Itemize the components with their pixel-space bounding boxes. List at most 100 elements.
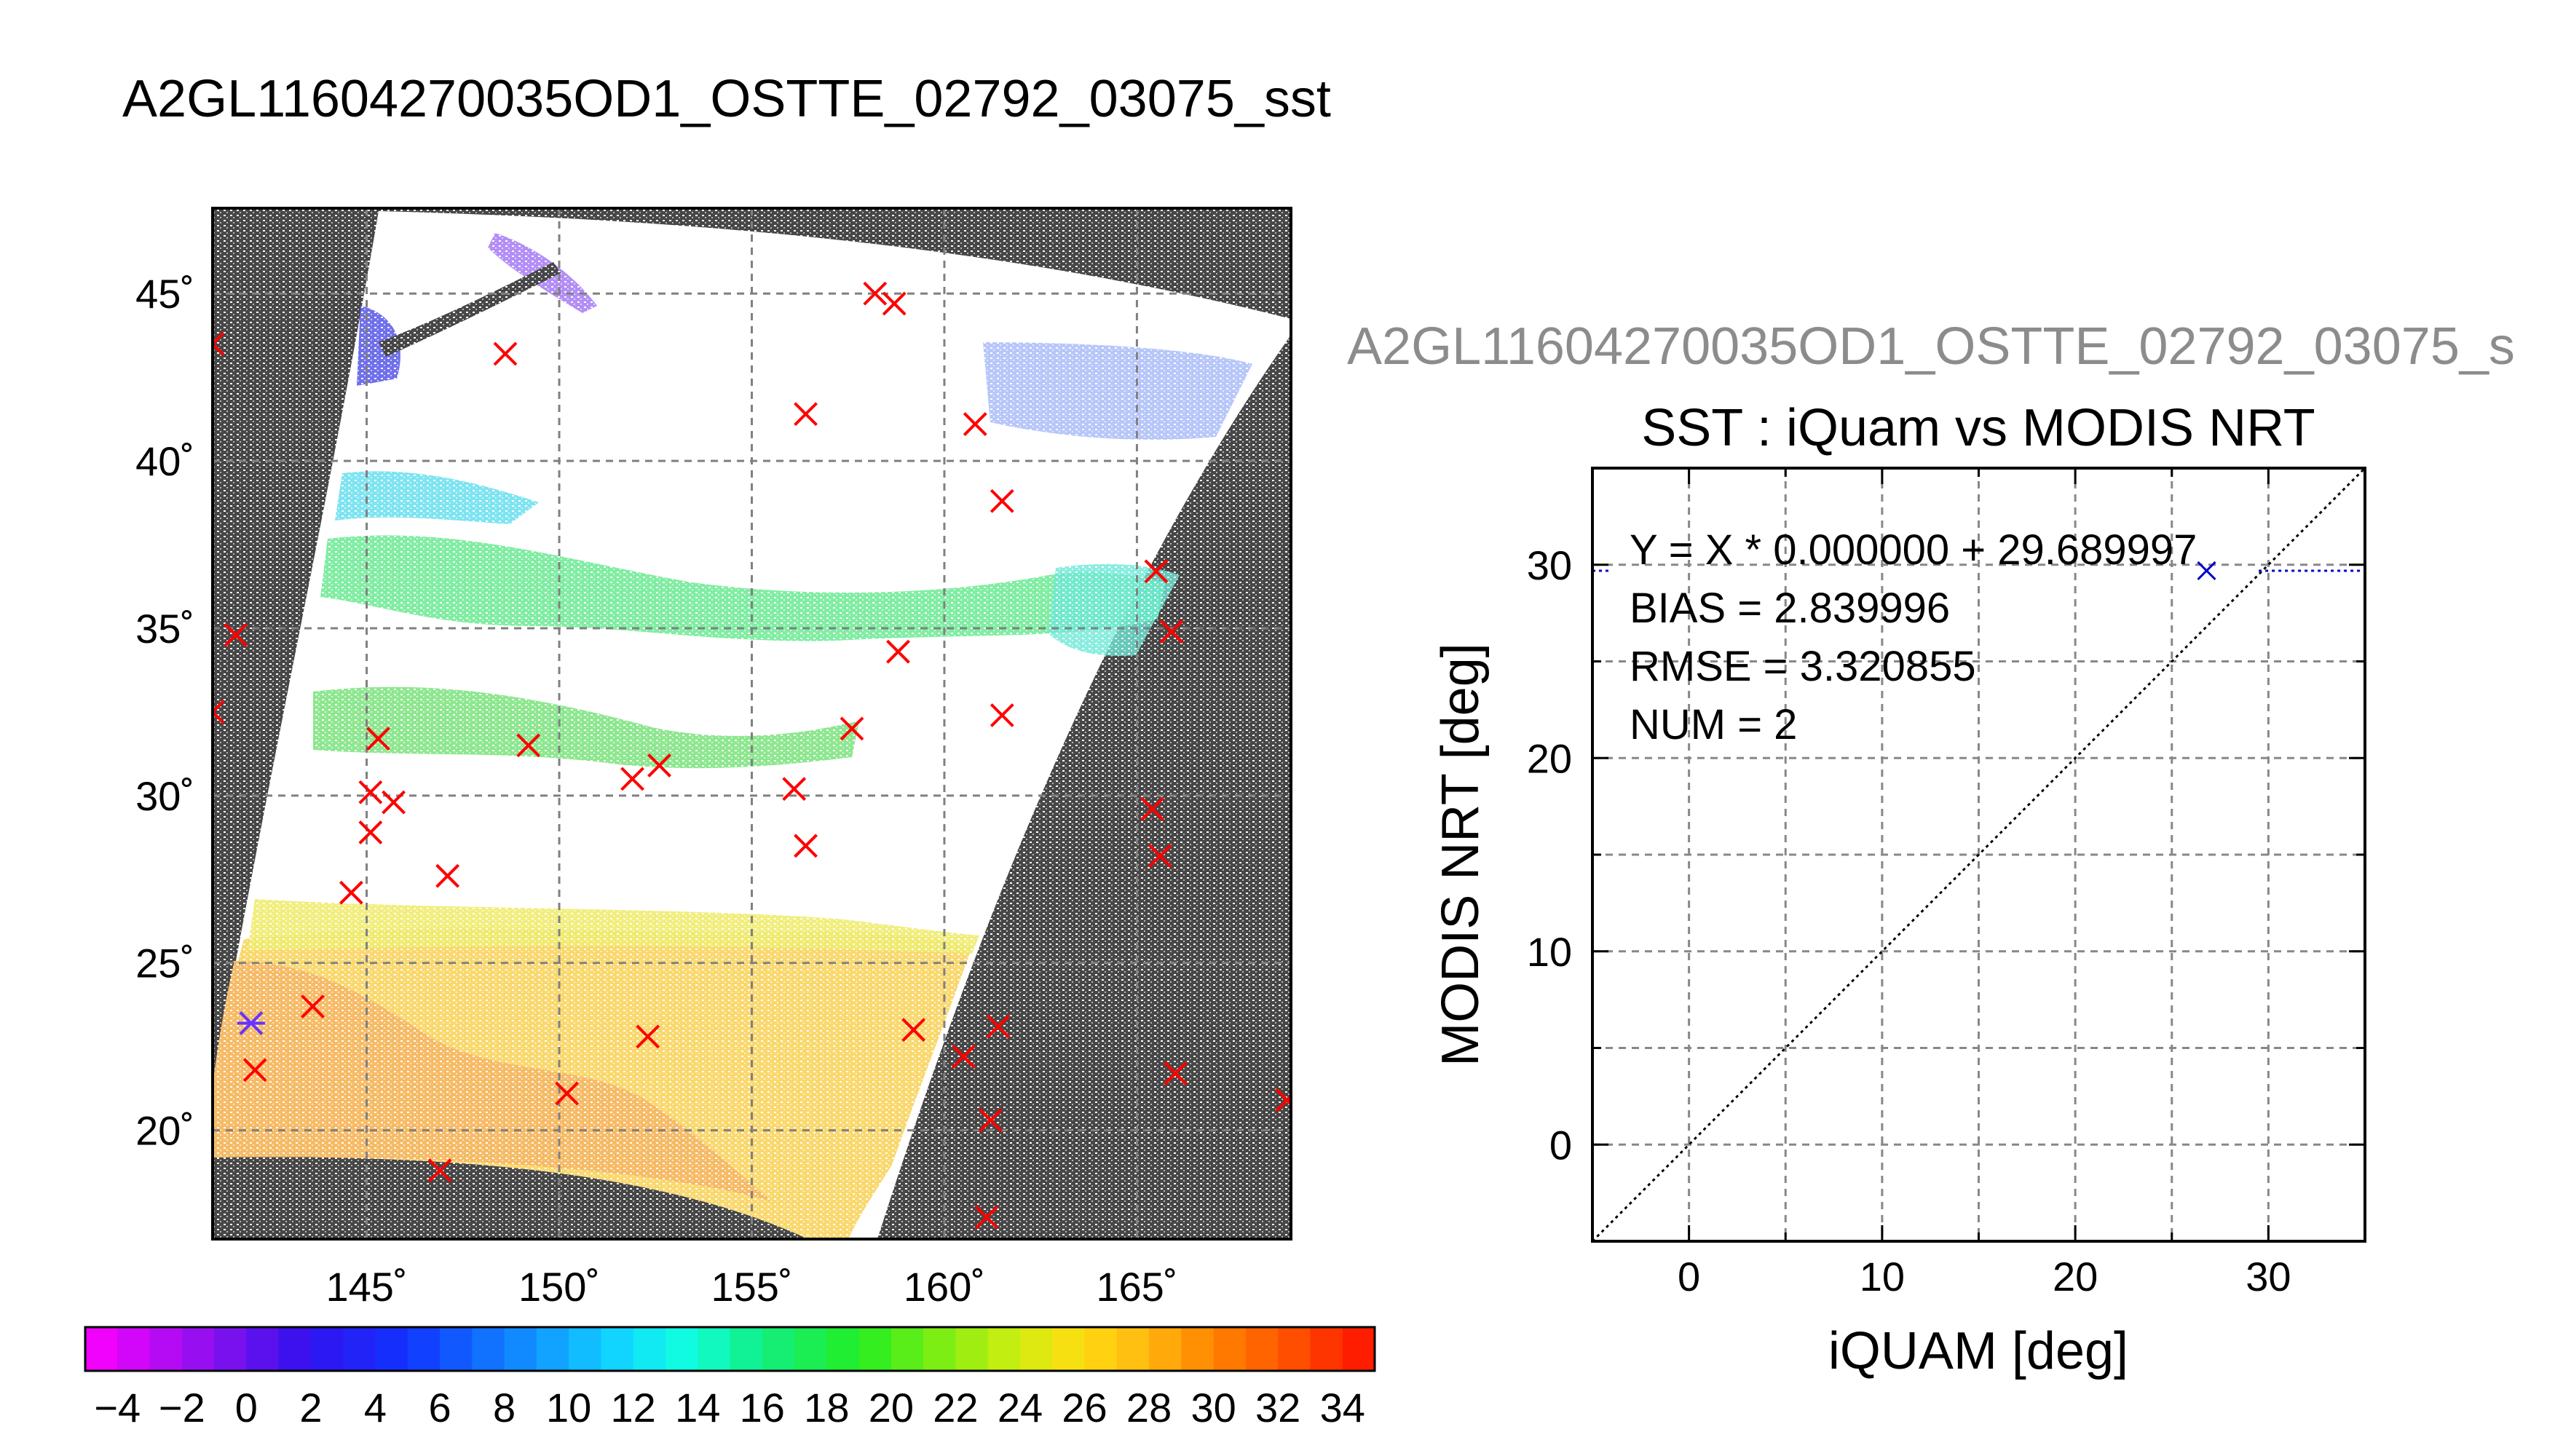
colorbar-cell	[698, 1327, 731, 1371]
iquam-marker	[886, 639, 910, 664]
stats-bias: BIAS = 2.839996	[1630, 585, 1950, 632]
colorbar-tick-labels: −4 −2 0 2 4 6 8 10 12 14 16 18 20 22 24 26 28 30 32 34	[94, 1385, 1365, 1431]
iquam-marker	[435, 863, 460, 888]
colorbar-cell	[1342, 1327, 1375, 1371]
iquam-marker	[620, 767, 644, 791]
colorbar-tick-label: −2	[159, 1385, 205, 1431]
colorbar-cell	[1149, 1327, 1182, 1371]
map-lon-labels: 145˚ 150˚ 155˚ 160˚ 165˚	[326, 1264, 1178, 1310]
iquam-marker	[1140, 796, 1164, 821]
colorbar-tick-label: 2	[299, 1385, 322, 1431]
colorbar-tick-label: 0	[235, 1385, 258, 1431]
iquam-marker	[339, 880, 363, 905]
matchup-marker	[237, 1011, 265, 1035]
scatter-point	[2197, 561, 2216, 581]
iquam-marker	[213, 700, 225, 724]
stats-rmse: RMSE = 3.320855	[1630, 643, 1976, 690]
iquam-marker	[382, 790, 406, 815]
colorbar-tick-label: 26	[1062, 1385, 1107, 1431]
scatter-clipped-title: A2GL11604270035OD1_OSTTE_02792_03075_s	[1347, 317, 2515, 376]
colorbar-cell	[826, 1327, 860, 1371]
map-lon-tick-label: 155˚	[711, 1264, 792, 1310]
figure-title: A2GL11604270035OD1_OSTTE_02792_03075_sst	[122, 70, 1331, 128]
map-frame	[211, 207, 1292, 1241]
colorbar-cell	[407, 1327, 441, 1371]
identity-line	[1592, 468, 2365, 1241]
colorbar-tick-label: 12	[611, 1385, 656, 1431]
colorbar-tick-label: 24	[998, 1385, 1043, 1431]
colorbar-cell	[343, 1327, 376, 1371]
iquam-marker	[301, 994, 325, 1018]
iquam-marker	[963, 412, 987, 436]
scatter-x-tick-labels: 0 10 20 30	[1678, 1254, 2291, 1299]
scatter-x-label: iQUAM [deg]	[1828, 1322, 2128, 1380]
colorbar-cell	[1245, 1327, 1279, 1371]
map-lat-tick-label: 20˚	[135, 1108, 194, 1154]
iquam-marker	[636, 1024, 660, 1049]
colorbar: −4 −2 0 2 4 6 8 10 12 14 16 18 20 22 24 26 28 30 32 34	[84, 1326, 1376, 1431]
colorbar-cell	[1116, 1327, 1150, 1371]
colorbar-cell	[472, 1327, 505, 1371]
colorbar-cell	[1052, 1327, 1086, 1371]
colorbar-tick-label: −4	[94, 1385, 141, 1431]
map-lat-tick-label: 40˚	[135, 438, 194, 484]
colorbar-cell	[117, 1327, 151, 1371]
scatter-x-tick-label: 0	[1678, 1254, 1700, 1299]
colorbar-cell	[891, 1327, 924, 1371]
colorbar-cell	[762, 1327, 795, 1371]
iquam-marker	[647, 753, 671, 778]
iquam-marker	[366, 727, 390, 751]
colorbar-tick-label: 28	[1126, 1385, 1172, 1431]
scatter-y-tick-label: 0	[1549, 1122, 1572, 1168]
iquam-marker	[901, 1018, 926, 1042]
iquam-marker	[1144, 559, 1169, 584]
colorbar-tick-label: 30	[1190, 1385, 1236, 1431]
scatter-x-tick-label: 10	[1860, 1254, 1905, 1299]
colorbar-tick-label: 20	[869, 1385, 914, 1431]
colorbar-tick-label: 14	[675, 1385, 720, 1431]
iquam-marker	[242, 1058, 267, 1083]
colorbar-cell	[1084, 1327, 1118, 1371]
iquam-marker	[358, 820, 383, 844]
scatter-y-tick-labels: 0 10 20 30	[1527, 542, 1572, 1168]
sst-map: 145˚ 150˚ 155˚ 160˚ 165˚ 20˚ 25˚ 30˚ 35˚ 40˚ 45˚	[135, 207, 1292, 1310]
colorbar-tick-label: 4	[364, 1385, 387, 1431]
colorbar-cell	[633, 1327, 666, 1371]
colorbar-tick-label: 8	[493, 1385, 516, 1431]
iquam-marker	[990, 488, 1014, 513]
colorbar-tick-label: 18	[804, 1385, 849, 1431]
scatter-y-tick-label: 10	[1527, 929, 1572, 975]
map-lon-tick-label: 150˚	[518, 1264, 600, 1310]
colorbar-cell	[375, 1327, 408, 1371]
map-lon-tick-label: 145˚	[326, 1264, 408, 1310]
colorbar-cell	[569, 1327, 602, 1371]
colorbar-tick-label: 32	[1255, 1385, 1300, 1431]
map-grid	[213, 208, 1291, 1239]
scatter-x-tick-label: 30	[2246, 1254, 2291, 1299]
iquam-marker	[840, 716, 864, 741]
colorbar-cell	[730, 1327, 763, 1371]
colorbar-cell	[987, 1327, 1021, 1371]
colorbar-cell	[149, 1327, 183, 1371]
colorbar-cell	[85, 1327, 119, 1371]
iquam-marker	[1275, 1088, 1291, 1112]
colorbar-tick-label: 34	[1320, 1385, 1365, 1431]
colorbar-cell	[794, 1327, 828, 1371]
iquam-marker	[1163, 1061, 1188, 1085]
iquam-marker	[493, 341, 518, 366]
colorbar-tick-label: 10	[546, 1385, 591, 1431]
iquam-marker	[427, 1158, 452, 1183]
iquam-marker	[1159, 620, 1184, 644]
scatter-title: SST : iQuam vs MODIS NRT	[1641, 399, 2315, 457]
iquam-marker	[794, 402, 818, 427]
colorbar-cells	[85, 1327, 1375, 1371]
scatter-y-tick-label: 30	[1527, 542, 1572, 588]
iquam-points	[213, 281, 1291, 1230]
colorbar-tick-label: 22	[933, 1385, 978, 1431]
map-lon-tick-label: 165˚	[1096, 1264, 1177, 1310]
map-lat-tick-label: 45˚	[135, 271, 194, 317]
map-lon-tick-label: 160˚	[904, 1264, 985, 1310]
stats-num: NUM = 2	[1630, 701, 1797, 748]
colorbar-cell	[1213, 1327, 1247, 1371]
colorbar-cell	[536, 1327, 569, 1371]
